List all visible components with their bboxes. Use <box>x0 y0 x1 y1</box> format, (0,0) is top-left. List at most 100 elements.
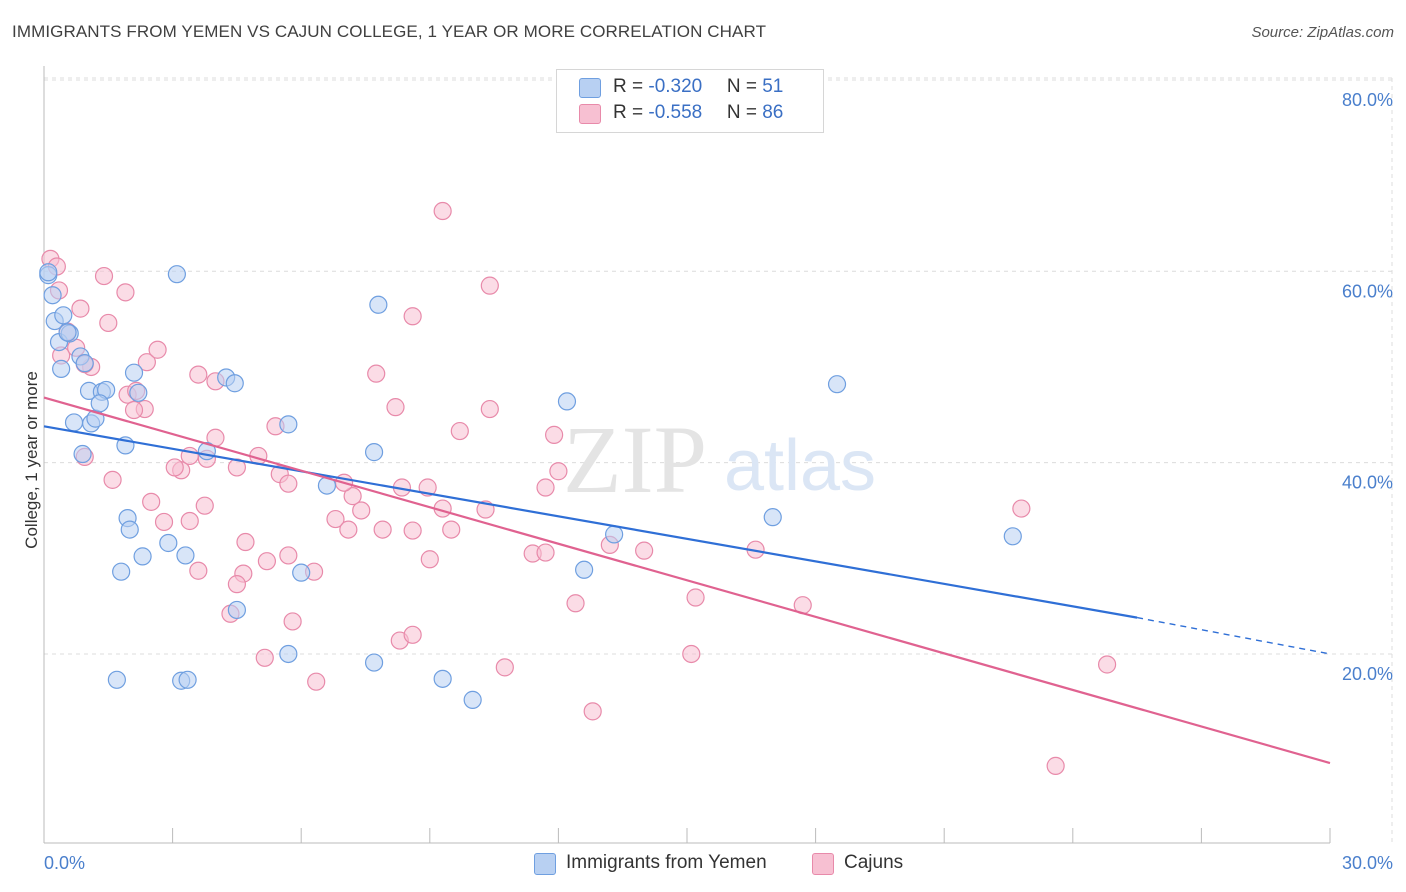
cajuns-point <box>255 648 274 667</box>
yemen-point <box>73 444 92 464</box>
cajuns-point <box>307 672 326 691</box>
cajuns-point <box>352 501 371 520</box>
yemen-point <box>112 562 131 581</box>
cajuns-point <box>227 458 246 477</box>
cajuns-point <box>257 552 277 571</box>
yemen-point <box>369 295 388 314</box>
yemen-point <box>225 374 244 393</box>
yemen-point <box>364 653 384 672</box>
yemen-point <box>129 383 148 402</box>
watermark: ZIP atlas <box>563 406 876 513</box>
yemen-swatch <box>579 78 601 98</box>
cajuns-point <box>154 512 174 532</box>
cajuns-r-label: R = <box>613 102 649 123</box>
cajuns-point <box>536 543 555 562</box>
cajuns-point <box>495 658 514 677</box>
cajuns-point <box>1012 499 1031 518</box>
yemen-point <box>176 546 195 565</box>
y-tick-label: 80.0% <box>1342 90 1393 110</box>
cajuns-point <box>583 702 602 721</box>
bottom-legend: Immigrants from Yemen Cajuns <box>0 852 1406 878</box>
cajuns-n-value: 86 <box>762 102 784 123</box>
cajuns-point <box>279 474 298 493</box>
cajuns-point <box>386 398 405 417</box>
x-tick-label: 30.0% <box>1342 853 1393 873</box>
yemen-points <box>39 263 1022 709</box>
yemen-point <box>605 525 624 544</box>
cajuns-point <box>450 421 469 441</box>
cajuns-point <box>137 353 156 372</box>
yemen-r-label: R = <box>613 76 649 97</box>
tick-labels: 20.0% 40.0% 60.0% 80.0% 0.0% 30.0% <box>44 90 1393 873</box>
chart-title: IMMIGRANTS FROM YEMEN VS CAJUN COLLEGE, … <box>12 22 767 41</box>
cajuns-points <box>41 201 1117 775</box>
yemen-point <box>763 508 782 527</box>
cajuns-r-value: -0.558 <box>648 102 703 123</box>
cajuns-point <box>99 313 118 333</box>
cajuns-point <box>116 283 135 302</box>
yemen-trend-line <box>43 425 1138 619</box>
cajuns-point <box>94 266 114 286</box>
cajuns-n-label: N = <box>726 102 763 123</box>
cajuns-point <box>549 462 568 481</box>
cajuns-swatch <box>579 104 601 124</box>
trend-lines <box>43 396 1331 765</box>
cajuns-point <box>236 532 255 552</box>
cajuns-point <box>682 644 701 664</box>
y-tick-label: 40.0% <box>1342 473 1393 493</box>
x-tick-label: 0.0% <box>44 853 85 873</box>
yemen-point <box>292 563 311 582</box>
yemen-point <box>227 600 246 620</box>
cajuns-point <box>103 470 122 489</box>
legend-cajuns-swatch <box>812 853 834 875</box>
yemen-point <box>167 265 186 284</box>
gridlines <box>44 77 1393 843</box>
cajuns-point <box>545 425 564 444</box>
cajuns-point <box>189 365 208 384</box>
yemen-point <box>52 359 71 378</box>
cajuns-point <box>195 496 214 515</box>
yemen-r-value: -0.320 <box>648 76 703 97</box>
cajuns-point <box>71 299 90 318</box>
yemen-point <box>124 363 144 382</box>
cajuns-point <box>279 546 298 565</box>
cajuns-point <box>367 364 386 383</box>
cajuns-point <box>480 399 499 419</box>
yemen-point <box>39 263 58 282</box>
cajuns-point <box>686 588 705 607</box>
cajuns-point <box>165 458 184 477</box>
cajuns-point <box>420 550 439 569</box>
yemen-point <box>279 644 298 664</box>
cajuns-point <box>142 492 161 511</box>
stats-legend: R = -0.320 N = 51 R = -0.558 N = 86 <box>556 69 824 133</box>
source-label: Source: ZipAtlas.com <box>1251 24 1394 41</box>
legend-yemen-label: Immigrants from Yemen <box>566 852 767 873</box>
cajuns-point <box>326 509 345 529</box>
cajuns-point <box>1046 756 1065 775</box>
yemen-point <box>827 375 847 394</box>
axes <box>43 66 1331 844</box>
cajuns-trend-line <box>43 396 1331 765</box>
cajuns-point <box>339 520 358 539</box>
cajuns-point <box>189 561 208 580</box>
yemen-point <box>75 354 94 373</box>
cajuns-point <box>403 307 422 326</box>
yemen-trend-extension <box>1136 616 1331 655</box>
yemen-point <box>433 669 452 688</box>
cajuns-point <box>433 201 452 221</box>
cajuns-point <box>403 625 422 644</box>
cajuns-point <box>180 511 199 531</box>
watermark-atlas: atlas <box>724 426 876 506</box>
y-tick-label: 20.0% <box>1342 664 1393 684</box>
cajuns-point <box>442 520 461 539</box>
cajuns-point <box>635 541 654 560</box>
yemen-point <box>54 306 73 325</box>
yemen-point <box>43 286 62 305</box>
yemen-point <box>64 413 84 432</box>
yemen-point <box>159 533 178 553</box>
cajuns-point <box>536 478 555 497</box>
y-tick-label: 60.0% <box>1342 281 1393 301</box>
yemen-point <box>557 392 577 411</box>
cajuns-point <box>566 594 585 613</box>
